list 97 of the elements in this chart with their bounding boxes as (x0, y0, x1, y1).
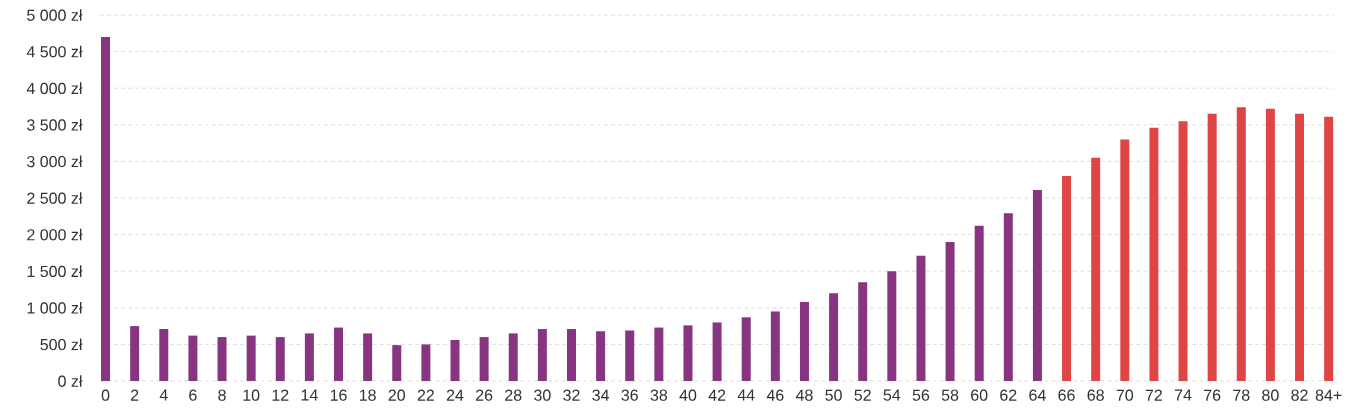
bar (741, 317, 751, 381)
bar (974, 225, 984, 381)
x-tick-label: 82 (1291, 389, 1308, 401)
x-tick-label: 56 (912, 389, 930, 401)
x-tick-label: 80 (1262, 389, 1279, 401)
x-tick-label: 6 (189, 389, 197, 401)
y-tick-label: 1 500 zł (27, 265, 83, 278)
x-tick-label: 78 (1233, 389, 1250, 401)
bar (858, 282, 868, 381)
bar (654, 327, 664, 381)
x-tick-label: 84+ (1315, 389, 1342, 401)
bar (1236, 107, 1246, 381)
y-tick-label: 2 000 zł (27, 228, 83, 241)
bar (1091, 157, 1101, 381)
bar (1324, 116, 1334, 381)
bar (1207, 113, 1217, 381)
x-tick-label: 2 (131, 389, 139, 401)
x-tick-label: 64 (1029, 389, 1046, 401)
bar (916, 255, 926, 381)
x-tick-label: 26 (476, 389, 493, 401)
bar (304, 333, 314, 381)
x-tick-label: 44 (737, 389, 755, 401)
bar (1178, 121, 1188, 381)
bar (1062, 176, 1072, 381)
x-tick-label: 66 (1058, 389, 1075, 401)
bar (1003, 213, 1013, 381)
bar (246, 335, 256, 381)
bar (1032, 189, 1042, 381)
x-tick-label: 52 (854, 389, 871, 401)
x-tick-label: 50 (825, 389, 842, 401)
x-tick-label: 48 (795, 389, 813, 401)
y-tick-label: 1 000 zł (27, 301, 83, 314)
bar (566, 329, 576, 381)
x-tick-label: 20 (388, 389, 406, 401)
x-tick-label: 36 (621, 389, 638, 401)
bar (363, 333, 373, 381)
bar (799, 301, 809, 381)
bar (770, 311, 780, 381)
y-tick-label: 0 zł (58, 375, 83, 387)
bar (1120, 139, 1130, 381)
bar (829, 293, 839, 381)
x-tick-label: 24 (446, 389, 464, 401)
bar (159, 329, 169, 381)
bar (1265, 108, 1275, 381)
y-tick-label: 4 000 zł (26, 82, 83, 95)
bar (683, 325, 693, 381)
x-tick-label: 40 (679, 389, 697, 401)
x-tick-label: 32 (563, 389, 580, 401)
x-tick-label: 10 (243, 389, 260, 401)
x-tick-label: 62 (1000, 389, 1017, 401)
bar (712, 322, 722, 381)
bar (392, 345, 402, 381)
x-tick-label: 42 (708, 389, 726, 401)
bar (887, 271, 897, 381)
x-tick-label: 58 (941, 389, 959, 401)
x-tick-label: 34 (592, 389, 610, 401)
x-tick-label: 76 (1204, 389, 1221, 401)
bar (450, 340, 460, 381)
y-tick-label: 500 zł (40, 338, 83, 351)
x-tick-label: 4 (159, 389, 168, 401)
bar (334, 327, 344, 381)
bar (596, 331, 606, 381)
y-tick-label: 2 500 zł (27, 192, 83, 204)
x-tick-label: 38 (650, 389, 668, 401)
x-tick-label: 16 (330, 389, 347, 401)
bar (188, 335, 198, 381)
bar (508, 333, 518, 381)
bar (421, 344, 431, 381)
x-tick-label: 12 (272, 389, 289, 401)
bar (945, 241, 955, 381)
x-tick-label: 30 (534, 389, 551, 401)
bar (1295, 113, 1305, 381)
y-tick-label: 4 500 zł (26, 45, 83, 58)
x-tick-label: 46 (766, 389, 784, 401)
bar (1149, 127, 1159, 381)
y-tick-label: 3 000 zł (27, 155, 83, 168)
bar (101, 36, 111, 381)
x-tick-label: 22 (417, 389, 434, 401)
bar (537, 329, 547, 381)
bar (479, 337, 489, 381)
y-tick-label: 3 500 zł (27, 118, 83, 131)
x-tick-label: 18 (359, 389, 376, 401)
y-tick-label: 5 000 zł (27, 9, 83, 21)
x-tick-label: 74 (1174, 389, 1192, 401)
x-tick-label: 28 (505, 389, 522, 401)
x-tick-label: 54 (883, 389, 901, 401)
bar (625, 330, 635, 381)
bar (217, 337, 227, 381)
x-tick-label: 68 (1087, 389, 1104, 401)
x-tick-label: 60 (971, 389, 988, 401)
x-tick-label: 14 (301, 389, 318, 401)
x-tick-label: 0 (101, 389, 110, 401)
x-tick-label: 72 (1145, 389, 1163, 401)
x-tick-label: 70 (1116, 389, 1134, 401)
x-tick-label: 8 (218, 389, 226, 401)
bar (275, 337, 285, 381)
bar (130, 326, 140, 381)
